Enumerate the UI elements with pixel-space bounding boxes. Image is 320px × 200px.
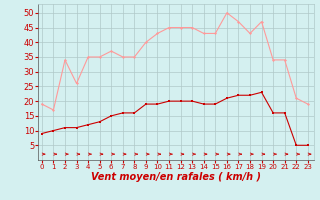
X-axis label: Vent moyen/en rafales ( km/h ): Vent moyen/en rafales ( km/h ) (91, 172, 261, 182)
